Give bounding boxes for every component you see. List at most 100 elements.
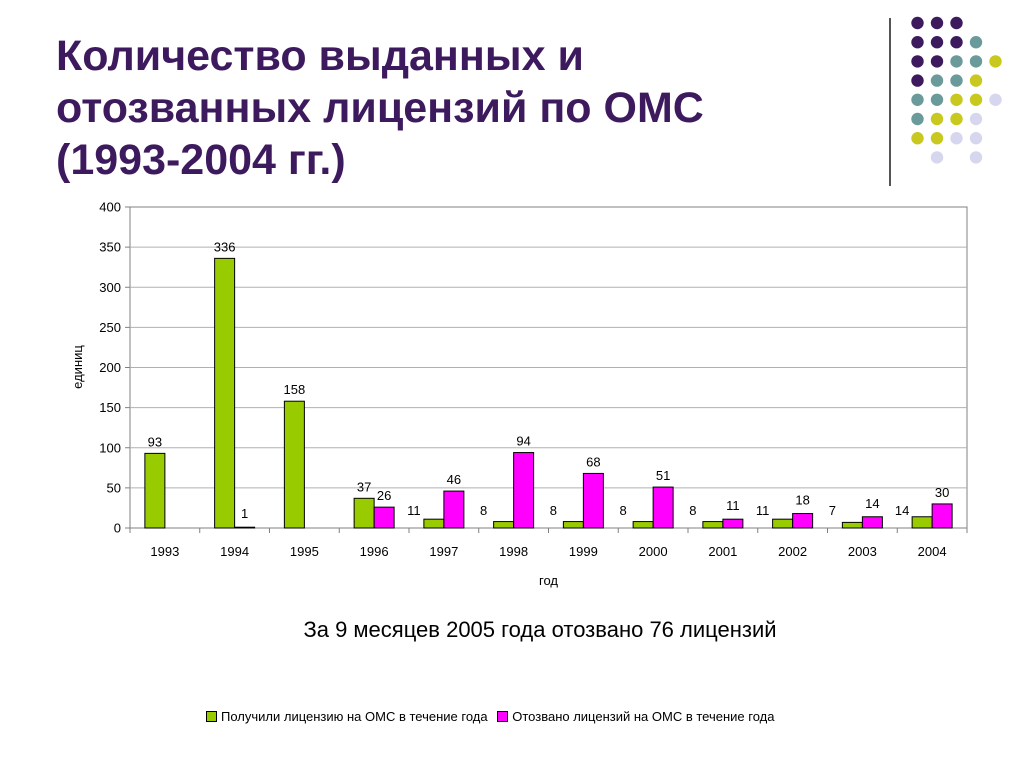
bar-received: [144, 452, 166, 529]
decorative-dot: [989, 93, 1002, 107]
y-tick-label: 300: [99, 280, 121, 295]
decorative-dot: [950, 16, 963, 30]
data-label: 1: [241, 506, 248, 521]
decorative-dot: [930, 36, 944, 49]
legend-label-received: Получили лицензию на ОМС в течение года: [221, 709, 488, 724]
x-tick-label: 2000: [639, 544, 668, 559]
data-label: 7: [829, 503, 836, 518]
x-tick-label: 1998: [499, 544, 528, 559]
decorative-dot: [969, 55, 983, 68]
y-tick-label: 400: [99, 200, 121, 215]
bar-received: [772, 518, 794, 529]
decorative-dot: [950, 74, 963, 87]
data-label: 37: [357, 479, 371, 494]
data-label: 18: [795, 493, 809, 508]
bar-received: [562, 521, 584, 529]
x-tick-label: 2003: [848, 544, 877, 559]
bar-received: [632, 521, 654, 529]
decorative-dot: [930, 74, 944, 87]
data-label: 11: [726, 498, 740, 513]
x-tick-label: 2004: [918, 544, 947, 559]
x-axis-label: год: [539, 573, 558, 588]
decorative-dot-grid: [911, 16, 1002, 164]
decorative-dot: [930, 132, 944, 145]
bar-received: [283, 400, 305, 529]
decorative-dot: [969, 36, 983, 49]
legend-swatch-received: [206, 711, 217, 722]
decorative-dot: [950, 55, 963, 68]
data-label: 93: [148, 434, 162, 449]
data-label: 14: [865, 496, 879, 511]
bar-revoked: [722, 518, 744, 529]
title-line-1: Количество выданных и: [56, 32, 584, 80]
footnote: За 9 месяцев 2005 года отозвано 76 лицен…: [303, 617, 777, 642]
data-label: 8: [689, 503, 696, 518]
slide-title: Количество выданных и отозванных лицензи…: [56, 30, 856, 186]
decorative-dot: [969, 151, 983, 164]
bar-revoked: [861, 516, 883, 529]
legend-swatch-revoked: [497, 711, 509, 722]
bar-revoked: [792, 513, 814, 529]
data-label: 11: [407, 503, 421, 518]
x-tick-label: 1995: [290, 544, 319, 559]
data-label: 68: [586, 454, 600, 469]
decorative-dot: [911, 16, 924, 30]
decorative-dot: [950, 112, 963, 126]
x-tick-label: 1997: [429, 544, 458, 559]
bar-received: [841, 521, 863, 529]
data-label: 46: [447, 472, 461, 487]
decorative-dot: [930, 16, 944, 30]
x-tick-label: 1994: [220, 544, 249, 559]
legend-item-received: Получили лицензию на ОМС в течение года: [206, 709, 488, 724]
bar-revoked: [234, 526, 256, 529]
bar-revoked: [373, 506, 395, 529]
decorative-dot: [950, 93, 963, 107]
decorative-dot: [950, 132, 963, 145]
decorative-dot: [911, 55, 924, 68]
decorative-dot: [911, 36, 924, 49]
bar-received: [702, 521, 724, 529]
data-label: 8: [550, 503, 557, 518]
title-line-2: отозванных лицензий по ОМС: [56, 84, 704, 132]
legend-label-revoked: Отозвано лицензий на ОМС в течение года: [512, 709, 775, 724]
decorative-dot: [930, 151, 944, 164]
decorative-dot: [911, 93, 924, 107]
bar-revoked: [652, 486, 674, 529]
bar-received: [911, 516, 933, 529]
decorative-dot: [930, 55, 944, 68]
data-label: 14: [895, 503, 909, 518]
bar-received: [353, 497, 375, 529]
decorative-dot: [911, 74, 924, 87]
data-label: 8: [480, 503, 487, 518]
x-tick-label: 2001: [708, 544, 737, 559]
decorative-dot: [969, 74, 983, 87]
y-tick-label: 50: [107, 480, 121, 495]
y-tick-label: 200: [99, 360, 121, 375]
y-tick-label: 250: [99, 320, 121, 335]
decorative-dot: [969, 93, 983, 107]
decorative-dot: [911, 132, 924, 145]
y-tick-label: 0: [114, 521, 121, 536]
bar-chart: 0 50 100 150 200 250 300 350 400 1993 1994 1995 1996…: [70, 200, 968, 588]
decorative-dot: [950, 36, 963, 49]
y-axis-label: единиц: [70, 345, 85, 389]
decorative-dot: [930, 112, 944, 126]
data-label: 158: [284, 382, 306, 397]
bar-revoked: [443, 490, 465, 529]
chart-legend: Получили лицензию на ОМС в течение года …: [206, 709, 780, 725]
decorative-dot: [969, 132, 983, 145]
bar-received: [214, 257, 236, 529]
legend-item-revoked: Отозвано лицензий на ОМС в течение года: [497, 709, 774, 724]
data-label: 11: [756, 503, 770, 518]
header-divider: [889, 18, 891, 186]
x-tick-label: 1993: [150, 544, 179, 559]
y-tick-label: 100: [99, 440, 121, 455]
decorative-dot: [911, 112, 924, 126]
data-label: 94: [516, 434, 530, 449]
bar-received: [493, 521, 515, 529]
bar-revoked: [582, 472, 604, 529]
y-tick-label: 150: [99, 400, 121, 415]
x-tick-label: 2002: [778, 544, 807, 559]
data-label: 8: [620, 503, 627, 518]
data-label: 336: [214, 239, 236, 254]
